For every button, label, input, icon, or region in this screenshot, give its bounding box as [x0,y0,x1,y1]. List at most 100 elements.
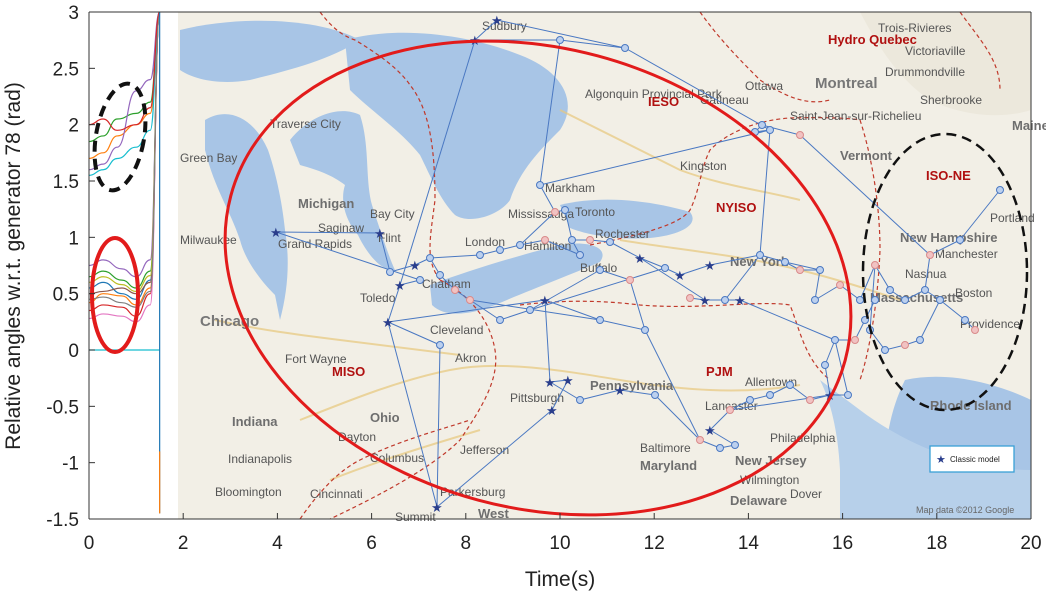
region-miso: MISO [332,364,365,379]
label-traverse-city: Traverse City [270,117,341,131]
generator-star-icon: ★ [539,293,551,308]
label-massachusetts: Massachusetts [870,290,963,305]
x-tick-label: 8 [461,533,472,554]
bus-node [796,266,804,274]
label-indiana: Indiana [232,414,278,429]
label-summit: Summit [395,510,436,524]
bus-node [781,258,789,266]
bus-node [541,236,549,244]
series-line-11 [89,12,161,143]
generator-star-icon: ★ [382,315,394,330]
bus-node [881,346,889,354]
label-montreal: Montreal [815,75,878,92]
generator-star-icon: ★ [699,293,711,308]
generator-star-icon: ★ [704,258,716,273]
label-toronto: Toronto [575,205,615,219]
bus-node [716,444,724,452]
generator-star-icon: ★ [409,258,421,273]
label-bloomington: Bloomington [215,485,282,499]
bus-node [436,341,444,349]
region-pjm: PJM [706,364,733,379]
bus-node [568,236,576,244]
network-edge [551,379,569,411]
generator-star-icon: ★ [634,251,646,266]
map-credit: Map data ©2012 Google [916,505,1014,515]
network-edge [924,254,931,291]
network-edge [429,254,481,259]
generator-star-icon: ★ [491,13,503,28]
y-tick-label: 2 [68,116,79,137]
bus-node [996,186,1004,194]
generator-star-icon: ★ [394,278,406,293]
network-edge [387,299,546,323]
bus-node [811,296,819,304]
bus-node [766,391,774,399]
network-edge [859,264,876,301]
bus-node [971,326,979,334]
label-west: West [478,506,509,521]
label-ottawa: Ottawa [745,79,783,93]
label-philadelphia: Philadelphia [770,431,836,445]
network-edge [579,389,621,401]
bus-node [451,286,459,294]
network-edge [544,299,601,321]
network-edge [644,329,701,441]
bus-node [561,206,569,214]
x-ticks: 0 2 4 6 8 10 12 14 16 18 20 [84,513,1042,554]
y-tick-label: 0 [68,341,79,362]
label-cleveland: Cleveland [430,323,483,337]
network-edge [474,19,498,41]
generator-star-icon: ★ [270,225,282,240]
label-ohio: Ohio [370,410,400,425]
network-edge [619,389,656,396]
generator-star-icon: ★ [544,375,556,390]
x-tick-label: 2 [178,533,189,554]
bus-node [516,241,524,249]
network-edge [609,241,641,259]
network-edge [874,264,891,291]
series-line-3 [89,12,161,317]
bus-node [626,276,634,284]
legend-label: Classic model [950,455,1000,464]
bus-node [844,391,852,399]
bus-node [766,126,774,134]
network-edge [529,269,601,311]
label-fort-wayne: Fort Wayne [285,352,347,366]
label-new-hampshire: New Hampshire [900,230,998,245]
network-edge [679,264,711,276]
network-edge [539,39,561,186]
network-edge [436,409,553,508]
label-toledo: Toledo [360,291,396,305]
iso-ne-ellipse [861,132,1029,412]
network-edge [814,269,821,301]
network-edge [559,39,626,49]
x-tick-label: 16 [832,533,853,554]
bus-node [416,276,424,284]
network-edge [709,409,731,431]
label-trois-rivieres: Trois-Rivieres [878,21,952,35]
network-edge [549,381,581,401]
bus-node [936,296,944,304]
series-line-9 [89,12,161,308]
bus-node [831,336,839,344]
label-victoriaville: Victoriaville [905,44,966,58]
network-edge [729,394,831,411]
series-line-14 [89,12,161,131]
bus-node [436,271,444,279]
network-edge [654,394,701,441]
lower-cluster-ellipse [90,236,140,354]
x-tick-label: 12 [644,533,665,554]
bus-node [786,381,794,389]
label-allentown: Allentown [745,375,797,389]
y-tick-label: 0.5 [53,285,79,306]
network-edge [469,299,501,321]
label-delaware: Delaware [730,493,787,508]
bus-node [641,326,649,334]
legend: ★ Classic model [929,445,1015,473]
label-wilmington: Wilmington [740,473,799,487]
network-edge [959,189,1001,241]
network-edge [814,284,841,301]
bus-node [386,268,394,276]
map-panel: Michigan Ohio Indiana Pennsylvania New Y… [178,11,1046,524]
series-group [89,12,161,514]
